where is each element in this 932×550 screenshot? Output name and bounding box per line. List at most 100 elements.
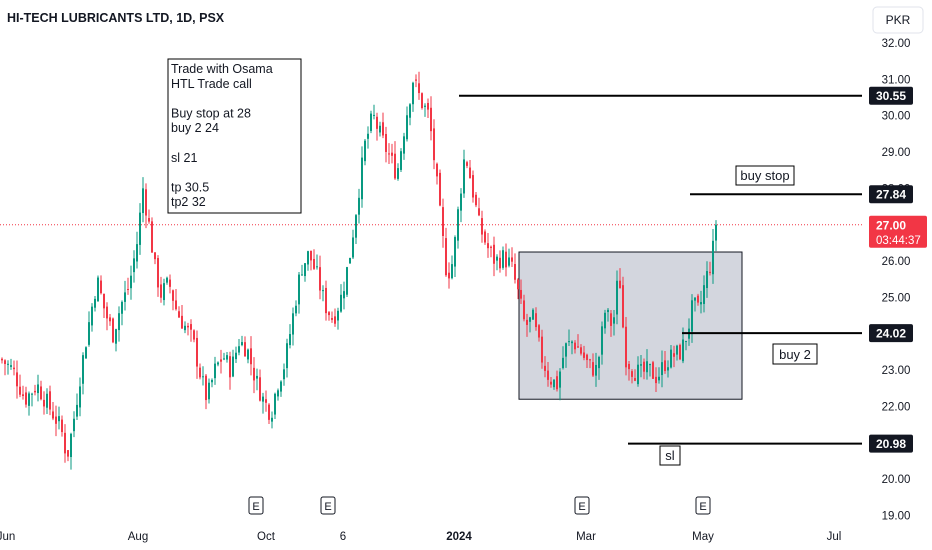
candle	[235, 346, 237, 364]
candle	[427, 98, 429, 118]
level-price-badge[interactable]: 27.84	[869, 185, 913, 204]
candle	[622, 276, 624, 329]
level-price-badge[interactable]: 20.98	[869, 434, 913, 453]
candle	[700, 290, 702, 314]
candle	[4, 359, 6, 376]
current-price-label: 27.00	[876, 218, 906, 232]
candle	[268, 403, 270, 425]
candle	[178, 306, 180, 318]
candle	[334, 308, 336, 327]
level-price-badge[interactable]: 24.02	[869, 324, 913, 343]
consolidation-zone[interactable]	[518, 251, 743, 400]
candle	[316, 254, 318, 270]
candle	[619, 268, 621, 289]
candle	[640, 355, 642, 378]
candle	[658, 367, 660, 384]
candle	[289, 324, 291, 349]
candle	[106, 302, 108, 331]
candle	[604, 309, 606, 334]
candle	[370, 110, 372, 134]
candle	[541, 329, 543, 369]
note-line: buy 2 24	[171, 121, 219, 135]
candle	[28, 391, 30, 416]
candle	[91, 303, 93, 332]
currency-button[interactable]: PKR	[872, 6, 924, 34]
candle	[319, 255, 321, 300]
candle	[580, 344, 582, 356]
candle	[373, 104, 375, 120]
x-tick-label: Jul	[827, 531, 842, 543]
candle	[652, 360, 654, 380]
candle	[592, 353, 594, 378]
level-badge-label: 20.98	[876, 437, 906, 451]
candle	[349, 257, 351, 264]
note-line: tp2 32	[171, 195, 206, 209]
buy-stop-annotation[interactable]: buy stop	[735, 165, 795, 186]
current-price-badge[interactable]: 27.00 03:44:37	[869, 215, 927, 248]
candle	[244, 336, 246, 357]
candle	[133, 250, 135, 283]
candle	[514, 253, 516, 284]
candle	[205, 373, 207, 410]
candle	[406, 106, 408, 142]
candle	[55, 405, 57, 437]
candle	[358, 188, 360, 224]
candle	[67, 449, 69, 462]
candle	[598, 355, 600, 380]
candle	[562, 346, 564, 370]
candle	[157, 255, 159, 297]
note-line: sl 21	[171, 151, 197, 165]
y-tick-label: 25.00	[882, 292, 911, 304]
earnings-event-marker[interactable]: E	[695, 496, 711, 515]
candle	[661, 350, 663, 388]
level-price-badge[interactable]: 30.55	[869, 86, 913, 105]
candle	[214, 356, 216, 385]
y-tick-label: 30.00	[882, 111, 911, 123]
candle	[109, 313, 111, 326]
earnings-event-marker[interactable]: E	[248, 496, 264, 515]
candle	[127, 277, 129, 295]
candle	[16, 360, 18, 399]
x-tick-label: Mar	[576, 531, 596, 543]
candle	[88, 311, 90, 347]
candle	[445, 227, 447, 277]
candle	[298, 272, 300, 314]
candle	[415, 74, 417, 88]
candle	[418, 71, 420, 100]
candle	[31, 392, 33, 407]
candle	[190, 319, 192, 342]
candle	[421, 92, 423, 110]
candle	[382, 112, 384, 139]
candle	[364, 139, 366, 166]
candle	[250, 336, 252, 376]
candle	[709, 261, 711, 276]
level-badge-label: 27.84	[876, 188, 906, 202]
earnings-event-marker[interactable]: E	[320, 496, 336, 515]
candle	[337, 307, 339, 330]
candle	[361, 146, 363, 208]
candle	[499, 250, 501, 273]
candle	[115, 328, 117, 352]
candle	[325, 280, 327, 321]
earnings-event-marker[interactable]: E	[574, 496, 590, 515]
sl-annotation[interactable]: sl	[659, 445, 681, 466]
candle	[217, 361, 219, 367]
candle	[277, 388, 279, 401]
y-tick-label: 31.00	[882, 74, 911, 86]
candle	[280, 380, 282, 397]
candle	[469, 160, 471, 179]
candle	[424, 103, 426, 117]
candle	[22, 385, 24, 400]
candle	[673, 345, 675, 368]
y-tick-label: 22.00	[882, 402, 911, 414]
note-line: Buy stop at 28	[171, 106, 251, 120]
candle	[73, 411, 75, 438]
candle	[274, 392, 276, 420]
buy2-annotation[interactable]: buy 2	[772, 343, 818, 365]
candle	[46, 388, 48, 415]
candle	[508, 248, 510, 268]
buy2-label: buy 2	[779, 347, 811, 362]
